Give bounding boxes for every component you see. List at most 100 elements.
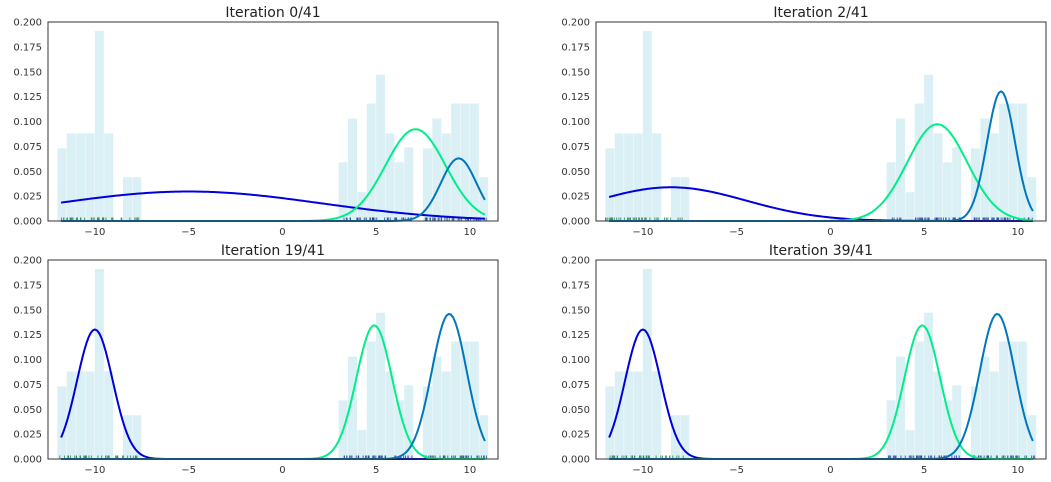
chart-panel-1: Iteration 2/41 0.000 0.025 0.050 0.075 0.100 0… — [561, 5, 1047, 238]
x-tick-label: 5 — [373, 465, 379, 476]
histogram-bar — [989, 133, 999, 221]
histogram-bar — [104, 133, 114, 221]
chart-title: Iteration 2/41 — [773, 5, 868, 21]
histogram-bar — [404, 147, 414, 221]
y-tick-label: 0.075 — [561, 142, 590, 153]
histogram-bar — [933, 133, 943, 221]
histogram-bar — [633, 371, 643, 459]
y-tick-label: 0.150 — [13, 67, 42, 78]
y-tick-label: 0.075 — [561, 380, 590, 391]
y-tick-label: 0.000 — [13, 217, 42, 228]
chart-title: Iteration 19/41 — [221, 243, 325, 259]
histogram-bar — [652, 371, 662, 459]
x-tick-label: 10 — [464, 227, 477, 238]
y-tick-label: 0.150 — [561, 305, 590, 316]
histogram-bar — [896, 356, 905, 459]
histogram-bar — [85, 371, 95, 459]
histogram-bar — [633, 133, 643, 221]
histogram-bar — [132, 177, 142, 221]
histogram-bar — [460, 341, 470, 459]
y-tick-label: 0.050 — [561, 167, 590, 178]
histogram-bar — [971, 386, 980, 459]
y-tick-label: 0.125 — [13, 92, 42, 103]
y-tick-label: 0.200 — [13, 18, 42, 29]
histogram-bar — [680, 415, 690, 459]
histogram-bar — [385, 133, 395, 221]
x-tick-label: 0 — [279, 465, 285, 476]
y-tick-label: 0.175 — [13, 280, 42, 291]
histogram-bar — [652, 133, 662, 221]
histogram-bar — [1008, 341, 1018, 459]
chart-title: Iteration 39/41 — [769, 243, 873, 259]
histogram-bar — [1017, 341, 1027, 459]
histogram-bar — [469, 341, 479, 459]
histogram-bar — [423, 386, 432, 459]
y-tick-label: 0.025 — [13, 430, 42, 441]
histogram-bar — [1017, 103, 1027, 221]
histogram-bar — [952, 385, 962, 459]
histogram-bar — [924, 74, 934, 221]
histogram-bar — [57, 386, 67, 459]
histogram-bar — [680, 177, 690, 221]
histogram-bar — [432, 118, 442, 221]
histogram-bar — [357, 430, 367, 459]
histogram-bar — [905, 430, 915, 459]
x-tick-label: 0 — [827, 227, 833, 238]
y-tick-label: 0.050 — [13, 405, 42, 416]
y-tick-label: 0.175 — [13, 42, 42, 53]
histogram-bar — [132, 415, 142, 459]
histogram-bar — [57, 148, 67, 221]
histogram-bar — [980, 356, 990, 459]
histogram-bar — [394, 162, 404, 221]
y-tick-label: 0.075 — [13, 142, 42, 153]
y-tick-label: 0.200 — [13, 256, 42, 267]
histogram-bar — [952, 147, 962, 221]
histogram-bar — [469, 103, 479, 221]
histogram-bar — [376, 312, 386, 459]
x-tick-label: −10 — [632, 227, 653, 238]
x-tick-label: 10 — [1012, 227, 1025, 238]
x-tick-label: −10 — [84, 227, 105, 238]
y-tick-label: 0.075 — [13, 380, 42, 391]
series-line-0 — [60, 190, 485, 220]
histogram-bar — [85, 133, 95, 221]
x-tick-label: −5 — [729, 227, 744, 238]
y-tick-label: 0.200 — [561, 256, 590, 267]
histogram-bar — [1027, 177, 1037, 221]
y-tick-label: 0.000 — [13, 455, 42, 466]
y-tick-label: 0.125 — [561, 92, 590, 103]
histogram-bar — [104, 371, 114, 459]
axes-frame — [595, 259, 1047, 460]
x-tick-label: 5 — [921, 227, 927, 238]
histogram-bar — [614, 371, 624, 459]
histogram-bar — [605, 148, 615, 221]
histogram-bar — [338, 162, 348, 221]
chart-title: Iteration 0/41 — [225, 5, 320, 21]
y-tick-label: 0.175 — [561, 42, 590, 53]
x-tick-label: 5 — [373, 227, 379, 238]
axes-frame — [595, 21, 1047, 222]
histogram-bar — [394, 400, 404, 459]
y-tick-label: 0.025 — [561, 192, 590, 203]
y-tick-label: 0.125 — [13, 330, 42, 341]
histogram-bar — [971, 148, 980, 221]
histogram-bar — [671, 177, 680, 221]
chart-panel-0: Iteration 0/41 0.000 0.025 0.050 0.075 0.100 0… — [13, 5, 499, 238]
y-tick-label: 0.175 — [561, 280, 590, 291]
histogram-bar — [348, 118, 357, 221]
histogram-bar — [624, 371, 634, 459]
chart-panel-3: Iteration 39/41 0.000 0.025 0.050 0.075 0.100… — [561, 243, 1047, 476]
histogram-bar — [896, 118, 905, 221]
histogram-bar — [76, 133, 86, 221]
y-tick-label: 0.125 — [561, 330, 590, 341]
histogram-bar — [914, 103, 924, 221]
y-tick-label: 0.100 — [13, 355, 42, 366]
histogram-bar — [989, 371, 999, 459]
histogram-bar — [905, 192, 915, 221]
histogram-bar — [385, 371, 395, 459]
histogram-bar — [642, 30, 652, 221]
histogram-bar — [94, 30, 104, 221]
histogram-bar — [942, 162, 952, 221]
histogram-bar — [432, 356, 442, 459]
